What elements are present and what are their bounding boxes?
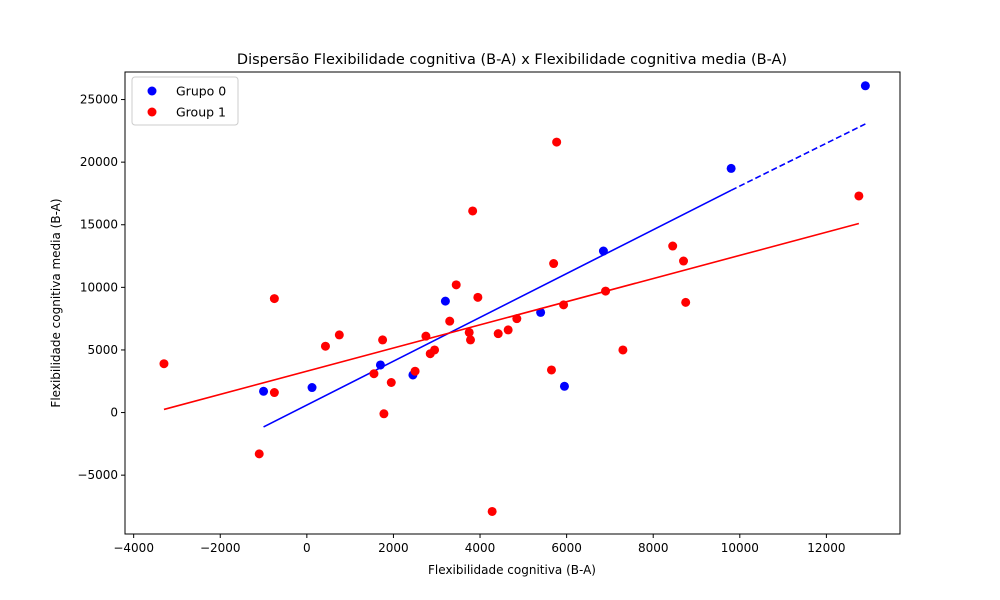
x-tick-label: 6000 xyxy=(551,541,582,555)
y-tick-label: 5000 xyxy=(87,343,118,357)
series-1-point-25 xyxy=(549,259,559,269)
series-0-point-8 xyxy=(726,163,736,173)
x-tick-label: −4000 xyxy=(113,541,154,555)
x-axis-title: Flexibilidade cognitiva (B-A) xyxy=(428,563,596,577)
series-1-point-21 xyxy=(493,329,503,339)
series-1-point-26 xyxy=(552,137,562,147)
series-1-point-9 xyxy=(386,378,396,388)
y-axis: −5000 0 5000 10000 15000 20000 25000 xyxy=(77,93,125,482)
y-tick-label: 25000 xyxy=(80,93,118,107)
legend-box xyxy=(131,76,239,126)
x-tick-label: −2000 xyxy=(200,541,241,555)
series-1-point-15 xyxy=(451,280,461,290)
series-0 xyxy=(259,81,870,428)
y-tick-label: 15000 xyxy=(80,218,118,232)
series-1-point-8 xyxy=(379,409,389,419)
x-tick-label: 8000 xyxy=(638,541,669,555)
y-axis-title: Flexibilidade cognitiva media (B-A) xyxy=(49,198,63,407)
plot-frame xyxy=(124,71,901,535)
series-1-point-0 xyxy=(159,359,169,369)
legend-marker-0 xyxy=(147,86,157,96)
series-1-point-6 xyxy=(369,369,379,379)
series-0-point-6 xyxy=(559,381,569,391)
series-1-point-1 xyxy=(254,449,264,459)
series-1-point-13 xyxy=(430,345,440,355)
series-1-point-10 xyxy=(410,366,420,376)
series-1-point-16 xyxy=(464,327,474,337)
x-tick-label: 4000 xyxy=(465,541,496,555)
series-0-point-9 xyxy=(860,81,870,91)
series-1-point-32 xyxy=(681,297,691,307)
x-tick-label: 10000 xyxy=(721,541,759,555)
legend: Grupo 0 Group 1 xyxy=(131,76,239,126)
series-1-point-17 xyxy=(466,335,476,345)
y-tick-label: 10000 xyxy=(80,280,118,294)
series-0-point-4 xyxy=(440,296,450,306)
series-1-point-18 xyxy=(468,206,478,216)
series-1-point-4 xyxy=(320,341,330,351)
series-0-point-5 xyxy=(536,307,546,317)
series-1-point-20 xyxy=(487,506,497,516)
series-1-point-7 xyxy=(378,335,388,345)
series-1 xyxy=(159,137,864,516)
x-tick-label: 0 xyxy=(303,541,311,555)
series-1-point-24 xyxy=(546,365,556,375)
y-tick-label: 0 xyxy=(110,406,118,420)
series-1-point-22 xyxy=(503,325,513,335)
series-0-fit-line-extension xyxy=(730,123,866,192)
series-1-point-14 xyxy=(445,316,455,326)
plot-area xyxy=(159,81,870,516)
x-tick-label: 12000 xyxy=(807,541,845,555)
series-1-point-5 xyxy=(334,330,344,340)
legend-label-0: Grupo 0 xyxy=(176,84,226,99)
series-1-point-29 xyxy=(618,345,628,355)
legend-label-1: Group 1 xyxy=(176,105,226,120)
series-0-point-0 xyxy=(259,386,269,396)
series-1-point-19 xyxy=(473,292,483,302)
series-1-point-33 xyxy=(854,191,864,201)
series-1-fit-line xyxy=(163,222,860,411)
series-1-point-3 xyxy=(269,388,279,398)
series-1-point-2 xyxy=(269,294,279,304)
y-tick-label: −5000 xyxy=(77,468,118,482)
y-tick-label: 20000 xyxy=(80,155,118,169)
series-1-point-31 xyxy=(679,256,689,266)
series-0-fit-line xyxy=(263,189,732,428)
chart-title: Dispersão Flexibilidade cognitiva (B-A) … xyxy=(237,52,787,68)
x-axis: −4000 −2000 0 2000 4000 6000 8000 10000 12000 xyxy=(113,534,845,555)
x-tick-label: 2000 xyxy=(378,541,409,555)
series-1-point-30 xyxy=(668,241,678,251)
legend-marker-1 xyxy=(147,107,157,117)
series-0-point-1 xyxy=(307,383,317,393)
